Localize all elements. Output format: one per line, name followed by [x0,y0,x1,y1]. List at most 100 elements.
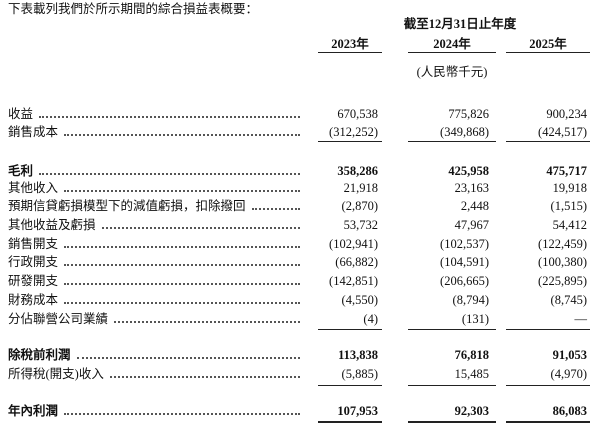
cell-value: 425,958 [448,164,489,178]
double-rule [408,422,496,423]
cell-value: (102,537) [440,237,489,251]
cell-value: (312,252) [329,125,378,139]
label-text: 預期信貸虧損模型下的減值虧損，扣除撥回 [8,199,246,213]
dot-leader [64,134,300,136]
cell-value: — [574,312,588,326]
row-label: 年內利潤 [8,403,300,419]
subtotal-rule [506,141,590,142]
double-rule [318,421,382,422]
subtotal-rule [318,329,382,330]
period-header: 截至12月31日止年度 [403,17,517,31]
year-header: 2024年 [433,37,471,51]
row-label: 除稅前利潤 [8,347,300,363]
label-text: 收益 [8,107,34,121]
row-label: 銷售成本 [8,124,300,140]
row-label: 其他收入 [8,180,300,196]
dot-leader [64,302,300,304]
cell-value: (122,459) [538,237,587,251]
dot-leader [39,173,300,175]
header-rule [506,52,590,53]
subtotal-rule [318,385,382,386]
cell-value: (102,941) [329,237,378,251]
cell-value: (4) [363,312,378,326]
cell-value: (4,970) [550,367,587,381]
year-header: 2023年 [331,37,369,51]
cell-value: (5,885) [341,367,378,381]
double-rule [318,422,382,423]
cell-value: 670,538 [337,107,378,121]
label-text: 財務成本 [8,293,59,307]
cell-value: 475,717 [546,164,587,178]
header-rule [408,52,496,53]
cell-value: 91,053 [552,348,587,362]
cell-value: 86,083 [552,404,587,418]
dot-leader [64,413,300,415]
cell-value: 54,412 [552,218,587,232]
header-rule [318,52,382,53]
cell-value: (4,550) [341,293,378,307]
label-text: 行政開支 [8,255,59,269]
row-label: 毛利 [8,163,300,179]
label-text: 分佔聯營公司業績 [8,312,109,326]
row-label: 收益 [8,106,300,122]
cell-value: (8,794) [452,293,489,307]
cell-value: 23,163 [454,181,489,195]
dot-leader [39,116,300,118]
cell-value: (142,851) [329,274,378,288]
year-header: 2025年 [529,37,567,51]
cell-value: 15,485 [454,367,489,381]
subtotal-rule [408,141,496,142]
cell-value: (2,870) [341,199,378,213]
double-rule [506,422,590,423]
dot-leader [64,190,300,192]
row-label: 銷售開支 [8,236,300,252]
label-text: 銷售成本 [8,125,59,139]
cell-value: (131) [461,312,489,326]
label-text: 除稅前利潤 [8,348,71,362]
subtotal-rule [408,385,496,386]
intro: 下表載列我們於所示期間的綜合損益表概要： [8,2,259,16]
cell-value: 775,826 [448,107,489,121]
subtotal-rule [506,385,590,386]
label-text: 其他收入 [8,181,59,195]
subtotal-rule [318,141,382,142]
cell-value: (1,515) [550,199,587,213]
label-text: 其他收益及虧損 [8,218,96,232]
dot-leader [109,376,300,378]
cell-value: (100,380) [538,255,587,269]
cell-value: (66,882) [335,255,378,269]
cell-value: (104,591) [440,255,489,269]
dot-leader [101,227,300,229]
cell-value: (225,895) [538,274,587,288]
row-label: 所得稅(開支)收入 [8,366,300,382]
cell-value: 113,838 [338,348,378,362]
row-label: 預期信貸虧損模型下的減值虧損，扣除撥回 [8,198,300,214]
dot-leader [64,264,300,266]
dot-leader [251,208,300,210]
double-rule [506,421,590,422]
cell-value: (206,665) [440,274,489,288]
cell-value: 107,953 [337,404,378,418]
double-rule [408,421,496,422]
cell-value: 2,448 [460,199,489,213]
label-text: 年內利潤 [8,404,59,418]
dot-leader [64,246,300,248]
cell-value: (424,517) [538,125,587,139]
row-label: 研發開支 [8,273,300,289]
dot-leader [76,357,300,359]
cell-value: 92,303 [454,404,489,418]
label-text: 毛利 [8,164,34,178]
cell-value: 76,818 [454,348,489,362]
subtotal-rule [506,329,590,330]
unit: (人民幣千元) [416,65,488,79]
dot-leader [64,283,300,285]
cell-value: (8,745) [550,293,587,307]
row-label: 其他收益及虧損 [8,217,300,233]
row-label: 分佔聯營公司業績 [8,311,300,327]
label-text: 銷售開支 [8,237,59,251]
label-text: 所得稅(開支)收入 [8,367,104,381]
cell-value: 47,967 [454,218,489,232]
cell-value: 19,918 [552,181,587,195]
label-text: 研發開支 [8,274,59,288]
